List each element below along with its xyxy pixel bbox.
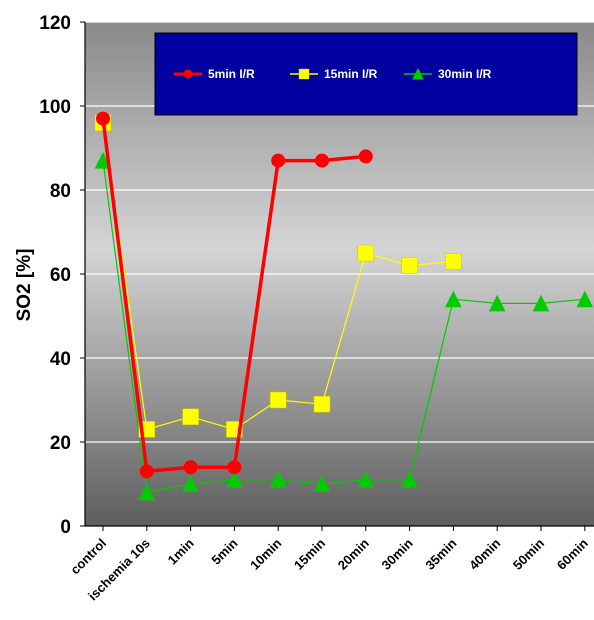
legend: 5min I/R 15min I/R 30min I/R (154, 32, 578, 116)
y-tick-label: 40 (50, 349, 71, 370)
data-point (182, 475, 199, 492)
legend-marker (183, 69, 193, 79)
data-point (271, 153, 286, 168)
data-point (138, 483, 156, 501)
legend-item: 30min I/R (404, 67, 492, 81)
data-point (445, 290, 462, 308)
x-tick-label: 1min (165, 535, 197, 567)
x-tick-label: 15min (291, 535, 328, 572)
y-axis: 0 20 40 60 80 100 120 (39, 13, 86, 538)
series-line (102, 160, 585, 493)
data-point (357, 244, 375, 262)
legend-item: 5min I/R (174, 67, 255, 81)
x-tick-label: 50min (510, 535, 547, 572)
legend-label: 5min I/R (208, 67, 255, 81)
x-tick-label: 60min (554, 535, 591, 572)
data-point (401, 257, 418, 274)
data-point (358, 149, 373, 164)
data-point (227, 460, 242, 475)
x-tick-label: control (67, 536, 109, 578)
x-tick-label: 35min (422, 535, 459, 572)
data-point (226, 471, 243, 488)
legend-marker (298, 68, 310, 80)
data-point (96, 111, 110, 126)
data-point (401, 471, 418, 488)
y-axis-label: SO2 [%] (14, 249, 35, 322)
data-point (182, 408, 199, 426)
y-tick-label: 0 (60, 517, 71, 538)
y-tick-label: 120 (39, 13, 71, 34)
legend-item: 15min I/R (290, 67, 378, 81)
data-point (357, 471, 375, 488)
x-tick-label: 40min (466, 535, 503, 572)
data-point (313, 475, 331, 492)
series-triangle (94, 151, 594, 501)
y-tick-label: 100 (39, 97, 71, 118)
series-layer (94, 111, 594, 501)
data-point (576, 290, 594, 308)
data-point (445, 253, 462, 270)
y-tick-label: 80 (50, 181, 71, 202)
x-tick-label: 30min (379, 535, 416, 572)
data-point (139, 464, 154, 479)
data-point (269, 471, 287, 488)
series-circle (96, 111, 373, 479)
gridlines (85, 21, 594, 443)
data-point (183, 460, 198, 475)
data-point (532, 294, 550, 312)
y-tick-label: 60 (50, 265, 71, 286)
x-tick-label: 20min (335, 535, 372, 572)
x-tick-label: 5min (208, 535, 240, 567)
series-square (94, 114, 462, 438)
legend-label: 30min I/R (438, 67, 492, 81)
y-tick-label: 20 (50, 433, 71, 454)
x-tick-label: 10min (247, 535, 284, 572)
legend-label: 15min I/R (324, 67, 378, 81)
data-point (315, 153, 329, 168)
legend-box (154, 32, 578, 116)
data-point (488, 294, 506, 312)
data-point (269, 391, 287, 409)
legend-marker (412, 67, 424, 80)
data-point (313, 395, 331, 413)
